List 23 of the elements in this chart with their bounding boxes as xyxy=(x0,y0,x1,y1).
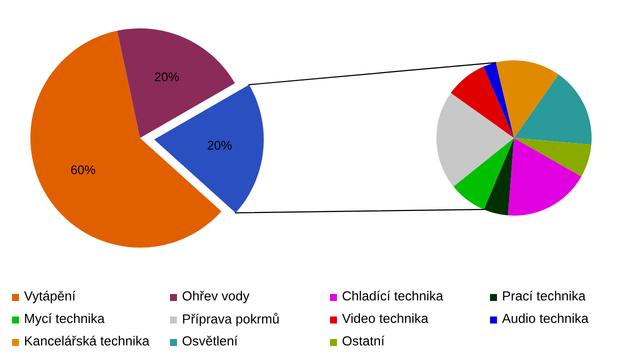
legend-label: Chladící technika xyxy=(342,290,444,301)
pie-slice xyxy=(436,92,514,187)
legend-label: Mycí technika xyxy=(25,313,105,326)
pie-slice xyxy=(514,74,592,145)
legend-label: Audio technika xyxy=(502,313,589,324)
legend-label: Ohřev vody xyxy=(182,290,250,304)
pie-slice xyxy=(508,138,582,216)
data-label: 20% xyxy=(208,140,232,150)
pie-slice xyxy=(450,66,514,138)
pie-slice xyxy=(453,138,514,210)
legend-label: Kancelářská technika xyxy=(25,336,150,346)
legend-label: Prací technika xyxy=(503,290,586,301)
pie-slice xyxy=(483,62,514,138)
legend-label: Příprava pokrmů xyxy=(183,312,279,326)
pie-slice xyxy=(496,60,559,138)
legend-label: Osvětlení xyxy=(182,336,238,346)
legend-label: Vytápění xyxy=(24,290,76,304)
data-label: 20% xyxy=(154,72,179,82)
legend-label: Video technika xyxy=(342,313,428,324)
pie-slice xyxy=(484,138,514,216)
pie-slice xyxy=(514,138,592,176)
data-label: 60% xyxy=(71,165,96,174)
legend-label: Ostatní xyxy=(342,336,384,346)
